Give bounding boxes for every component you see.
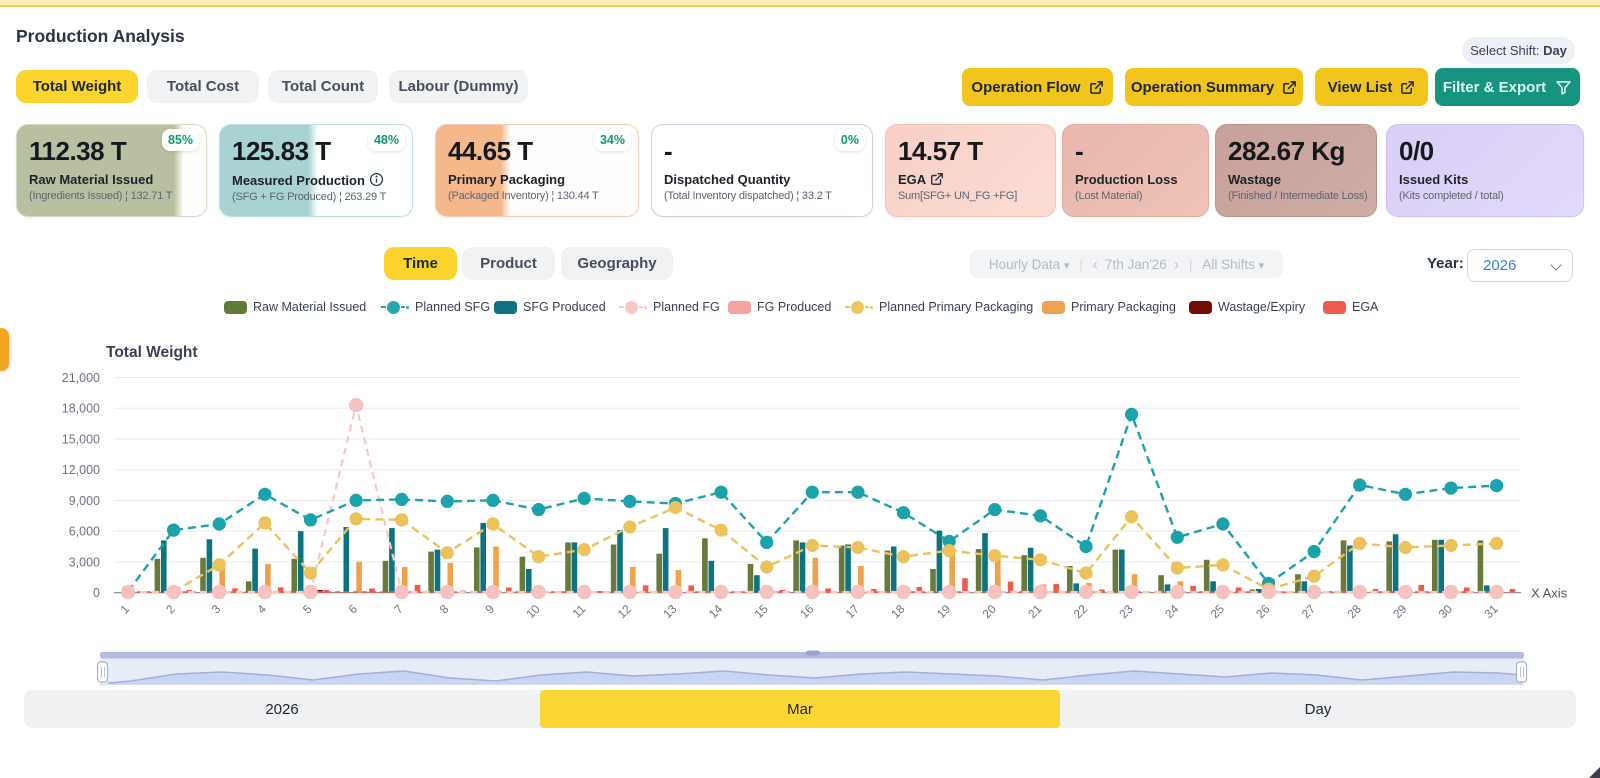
svg-text:18: 18 [888,602,908,622]
svg-text:24: 24 [1162,602,1182,622]
svg-text:2: 2 [163,602,178,617]
svg-text:12: 12 [615,602,635,622]
svg-text:21: 21 [1025,602,1045,622]
svg-text:15: 15 [751,602,771,622]
svg-text:4: 4 [254,602,269,617]
svg-text:12,000: 12,000 [62,463,100,477]
svg-text:18,000: 18,000 [62,402,100,416]
svg-text:31: 31 [1481,602,1501,622]
svg-text:6: 6 [346,602,361,617]
svg-text:3: 3 [209,602,224,617]
svg-text:1: 1 [117,602,132,617]
svg-text:13: 13 [660,602,680,622]
svg-text:21,000: 21,000 [62,371,100,385]
svg-text:19: 19 [934,602,954,622]
svg-text:30: 30 [1436,602,1456,622]
svg-text:20: 20 [980,602,1000,622]
svg-text:X Axis: X Axis [1531,586,1568,601]
svg-text:16: 16 [797,602,817,622]
svg-text:9: 9 [482,602,497,617]
svg-text:25: 25 [1208,602,1228,622]
svg-text:15,000: 15,000 [62,433,100,447]
svg-text:8: 8 [437,602,452,617]
svg-text:23: 23 [1116,602,1136,622]
svg-text:14: 14 [706,602,726,622]
svg-text:28: 28 [1344,602,1364,622]
svg-text:10: 10 [523,602,543,622]
svg-text:22: 22 [1071,602,1091,622]
svg-text:6,000: 6,000 [69,525,100,539]
svg-text:26: 26 [1253,602,1273,622]
svg-text:0: 0 [93,586,100,600]
svg-text:3,000: 3,000 [69,555,100,569]
svg-text:17: 17 [843,602,863,622]
svg-text:5: 5 [300,602,315,617]
svg-text:11: 11 [570,602,589,621]
svg-text:29: 29 [1390,602,1410,622]
svg-text:9,000: 9,000 [69,494,100,508]
svg-text:27: 27 [1299,602,1319,622]
svg-text:7: 7 [391,602,406,617]
